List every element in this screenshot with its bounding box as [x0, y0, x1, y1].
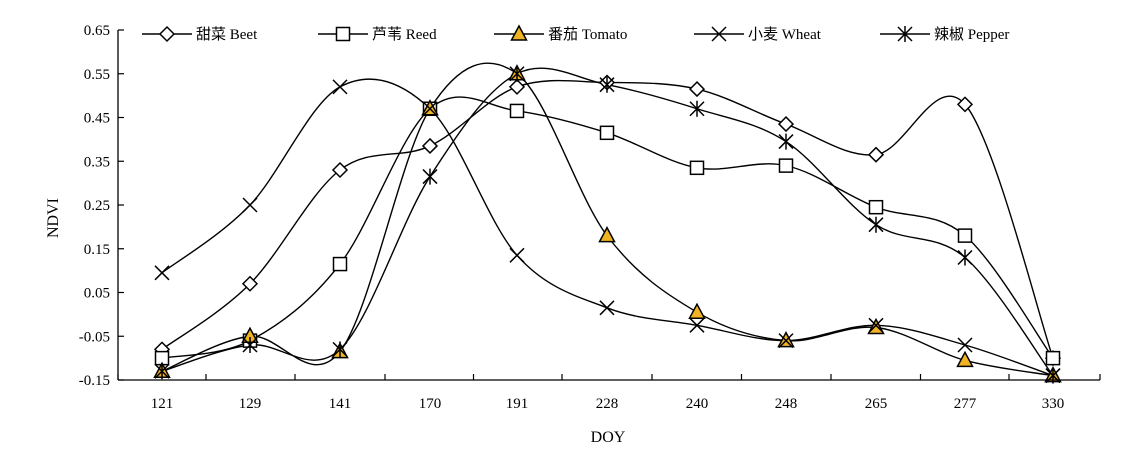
tomato-point — [598, 226, 616, 243]
legend-item-wheat: 小麦 Wheat — [694, 26, 822, 43]
pepper-point — [242, 337, 258, 353]
legend-marker — [158, 25, 176, 43]
x-tick-label: 248 — [775, 396, 798, 412]
legend-item-beet: 甜菜 Beet — [142, 25, 258, 43]
tomato-series-line — [161, 62, 1054, 377]
beet-point — [331, 161, 349, 179]
reed-point — [509, 103, 525, 119]
pepper-point — [332, 341, 348, 358]
x-tick-label: 191 — [506, 396, 529, 412]
reed-point — [957, 228, 973, 243]
legend-marker — [711, 26, 727, 42]
y-tick-label: 0.05 — [84, 286, 110, 302]
beet-point — [421, 137, 439, 154]
legend-marker — [897, 26, 913, 42]
wheat-point — [242, 197, 258, 213]
legend-label: 辣椒 Pepper — [934, 26, 1009, 43]
pepper-point — [509, 65, 525, 82]
legend-item-reed: 芦苇 Reed — [318, 26, 437, 43]
reed-point — [778, 158, 794, 173]
x-tick-label: 141 — [329, 396, 352, 412]
legend-label: 芦苇 Reed — [372, 26, 437, 43]
x-tick-label: 330 — [1042, 396, 1065, 412]
y-tick-label: 0.65 — [84, 23, 110, 39]
legend: 甜菜 Beet 芦苇 Reed 番茄 Tomato 小麦 Wheat 辣椒 Pepper — [142, 24, 1009, 43]
wheat-point — [599, 300, 615, 316]
y-tick-label: 0.25 — [84, 198, 110, 214]
wheat-series-line — [161, 78, 1054, 377]
wheat-point — [509, 247, 525, 263]
tomato-point — [688, 302, 706, 319]
legend-label: 甜菜 Beet — [196, 26, 258, 43]
legend-label: 番茄 Tomato — [548, 26, 627, 43]
reed-point — [1045, 350, 1061, 366]
series-markers-layer — [153, 64, 1062, 384]
beet-point — [867, 146, 885, 163]
reed-point — [599, 125, 615, 141]
wheat-markers — [154, 79, 1061, 384]
wheat-point — [689, 317, 705, 333]
x-tick-label: 265 — [865, 396, 888, 412]
y-tick-label: 0.35 — [84, 154, 110, 170]
tomato-point — [956, 350, 974, 368]
beet-point — [688, 81, 706, 98]
pepper-series-line — [161, 67, 1054, 377]
x-tick-label: 121 — [151, 396, 174, 412]
y-tick-label: 0.15 — [84, 242, 110, 258]
x-tick-label: 240 — [686, 396, 709, 412]
legend-item-tomato: 番茄 Tomato — [494, 24, 627, 43]
beet-point — [508, 78, 526, 95]
series-lines-layer — [161, 62, 1054, 377]
pepper-point — [957, 249, 973, 266]
legend-label: 小麦 Wheat — [748, 26, 822, 43]
pepper-point — [599, 76, 615, 93]
wheat-point — [778, 333, 794, 349]
beet-point — [956, 96, 974, 113]
tomato-markers — [153, 64, 1062, 383]
beet-point — [241, 275, 259, 292]
axes-layer: -0.15 -0.05 0.05 0.15 0.25 0.35 0.45 0.55 0.65 12… — [79, 23, 1101, 412]
pepper-point — [689, 100, 705, 117]
y-tick-label: 0.55 — [84, 67, 110, 83]
legend-marker — [510, 24, 528, 41]
wheat-point — [957, 337, 973, 353]
pepper-markers — [154, 65, 1061, 384]
pepper-point — [422, 168, 438, 185]
x-axis-title: DOY — [591, 429, 626, 446]
pepper-point — [778, 133, 794, 150]
y-tick-label: -0.05 — [79, 329, 110, 345]
pepper-point — [868, 216, 884, 233]
beet-point — [777, 116, 795, 133]
y-tick-label: 0.45 — [84, 111, 110, 127]
x-tick-label: 228 — [596, 396, 619, 412]
beet-series-line — [161, 79, 1054, 359]
reed-point — [332, 256, 348, 272]
legend-item-pepper: 辣椒 Pepper — [880, 26, 1009, 43]
wheat-point — [422, 101, 438, 117]
wheat-point — [332, 79, 348, 95]
y-tick-label: -0.15 — [79, 373, 110, 389]
y-axis-title: NDVI — [45, 198, 62, 238]
legend-marker — [335, 26, 351, 42]
x-tick-label: 170 — [419, 396, 442, 412]
reed-point — [689, 160, 705, 176]
wheat-point — [154, 265, 170, 281]
x-tick-label: 129 — [239, 396, 262, 412]
wheat-point — [868, 317, 884, 333]
pepper-point — [154, 363, 170, 380]
reed-point — [868, 199, 884, 215]
beet-markers — [153, 74, 1062, 367]
x-tick-label: 277 — [954, 396, 977, 412]
